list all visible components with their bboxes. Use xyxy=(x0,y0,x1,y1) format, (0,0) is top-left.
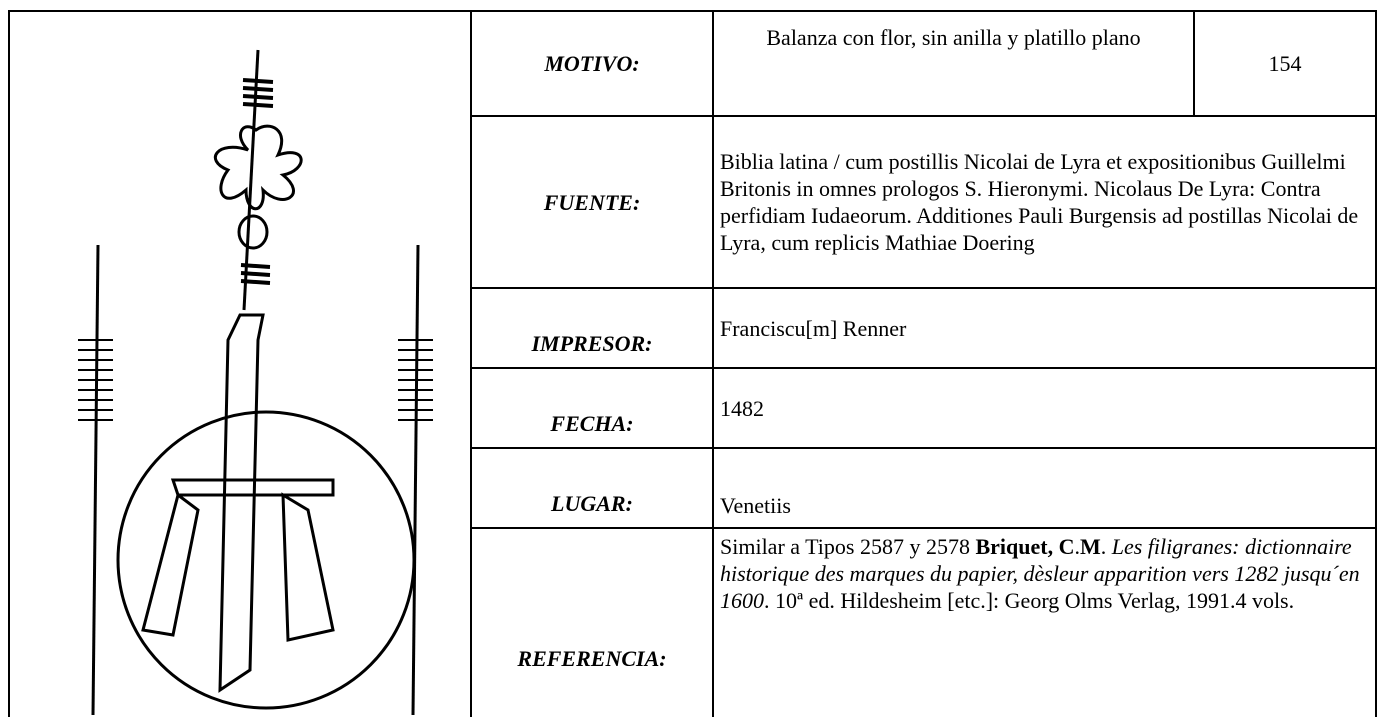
value: Biblia latina / cum postillis Nicolai de… xyxy=(712,115,1377,289)
text: Similar a Tipos 2587 y 2578 xyxy=(720,534,976,559)
row: FUENTE: Biblia latina / cum postillis Ni… xyxy=(9,115,1377,289)
author: M xyxy=(1079,534,1101,559)
value: Balanza con flor, sin anilla y platillo … xyxy=(712,10,1195,117)
value: Franciscu[m] Renner xyxy=(712,287,1377,369)
value: Venetiis xyxy=(712,447,1377,529)
number: 154 xyxy=(1193,10,1377,117)
watermark-drawing xyxy=(78,49,433,716)
row: MOTIVO: Balanza con flor, sin anilla y p… xyxy=(8,10,1377,717)
text: . xyxy=(1100,534,1112,559)
text: . 10ª ed. Hildesheim [etc.]: Georg Olms … xyxy=(764,588,1295,613)
value: Similar a Tipos 2587 y 2578 Briquet, C.M… xyxy=(712,527,1377,717)
label: FUENTE: xyxy=(470,115,714,289)
text: . xyxy=(1074,534,1080,559)
book-title: Les filigranes: dictionnaire historique … xyxy=(720,534,1360,613)
row: IMPRESOR: Franciscu[m] Renner xyxy=(9,287,1377,369)
watermark-record: MOTIVO: Balanza con flor, sin anilla y p… xyxy=(8,10,1377,717)
row: LUGAR: Venetiis xyxy=(9,447,1377,529)
value: 1482 xyxy=(712,367,1377,449)
label: MOTIVO: xyxy=(470,10,714,117)
row: FECHA: 1482 xyxy=(9,367,1377,449)
label: FECHA: xyxy=(470,367,714,449)
image-cell xyxy=(8,10,472,717)
label: IMPRESOR: xyxy=(470,287,714,369)
label: REFERENCIA: xyxy=(470,527,714,717)
author: Briquet, C xyxy=(975,534,1075,559)
row: REFERENCIA: Similar a Tipos 2587 y 2578 … xyxy=(9,527,1377,717)
label: LUGAR: xyxy=(470,447,714,529)
